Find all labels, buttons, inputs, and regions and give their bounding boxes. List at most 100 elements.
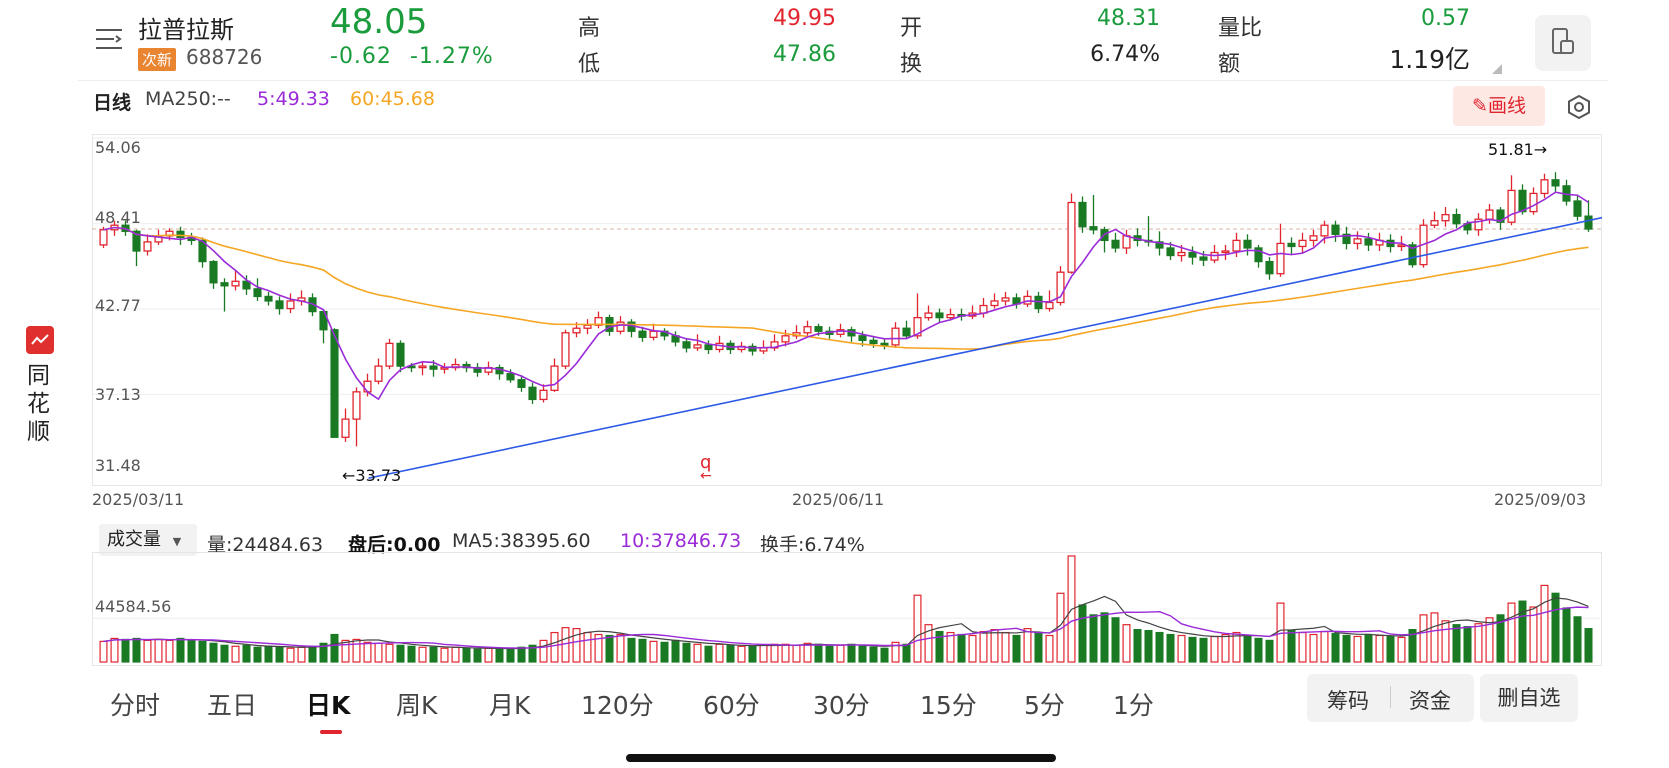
candle-body <box>275 300 284 310</box>
ma60-value: 60:45.68 <box>350 88 435 110</box>
volume-chart[interactable] <box>92 552 1602 666</box>
volume-bar <box>143 639 152 663</box>
volume-bar <box>1584 628 1593 663</box>
change-amount: -0.62 <box>330 44 392 69</box>
candle <box>1122 229 1131 255</box>
volume-bar <box>1408 628 1417 663</box>
volume-bar <box>297 646 306 663</box>
candle <box>1012 293 1021 309</box>
home-indicator[interactable] <box>626 754 1056 762</box>
candle-body <box>1067 201 1076 273</box>
candle <box>330 328 339 438</box>
volume-bar <box>407 645 416 663</box>
trend-line <box>368 216 1602 479</box>
tab-60min[interactable]: 60分 <box>703 691 760 720</box>
candle-body <box>550 365 559 391</box>
vol-y-tick: 44584.56 <box>95 597 172 616</box>
candle <box>495 364 504 380</box>
tab-rik[interactable]: 日K <box>306 691 351 720</box>
candle-body <box>176 230 185 239</box>
volume-bar <box>1463 626 1472 663</box>
candle-body <box>1298 239 1307 248</box>
candle <box>374 358 383 385</box>
funds-button[interactable]: 资金 <box>1409 689 1451 713</box>
chip-button[interactable]: 筹码 <box>1327 689 1369 713</box>
candle <box>231 270 240 291</box>
candle <box>209 260 218 289</box>
volume-bar <box>231 645 240 663</box>
remove-watchlist-button[interactable]: 删自选 <box>1480 674 1578 722</box>
volume-bar <box>1199 637 1208 663</box>
candle-body <box>341 418 350 438</box>
tab-120min[interactable]: 120分 <box>581 691 654 720</box>
menu-icon[interactable] <box>94 26 124 52</box>
candle <box>781 329 790 347</box>
tab-1min[interactable]: 1分 <box>1113 691 1154 720</box>
candle-body <box>1254 247 1263 263</box>
y-tick-1: 54.06 <box>95 138 141 157</box>
volume-bar <box>352 638 361 663</box>
volume-bar <box>1078 604 1087 663</box>
y-tick-2: 48.41 <box>95 208 141 227</box>
candle <box>1276 223 1285 277</box>
candle <box>418 361 427 376</box>
volume-bar <box>484 647 493 663</box>
tab-zhouk[interactable]: 周K <box>396 691 438 720</box>
stock-name: 拉普拉斯 <box>138 16 234 44</box>
landscape-toggle-button[interactable] <box>1535 15 1591 71</box>
tab-wuri[interactable]: 五日 <box>207 691 258 720</box>
tab-fenshi[interactable]: 分时 <box>110 691 161 720</box>
volume-bar <box>451 646 460 663</box>
volume-bar <box>594 633 603 663</box>
candle <box>715 335 724 353</box>
candle <box>990 293 999 309</box>
volume-bar <box>286 647 295 663</box>
candle <box>880 338 889 350</box>
candlestick-chart[interactable] <box>92 134 1602 486</box>
candle <box>693 334 702 351</box>
draw-line-button[interactable]: ✎画线 <box>1453 86 1545 126</box>
candle <box>1485 204 1494 224</box>
volume-bar <box>946 631 955 663</box>
candle-body <box>1155 241 1164 249</box>
candle-body <box>242 280 251 290</box>
candle-body <box>858 335 867 342</box>
candle <box>220 278 229 312</box>
candle-body <box>418 365 427 369</box>
volume-bar <box>847 643 856 663</box>
candle <box>561 329 570 370</box>
candle-body <box>561 332 570 367</box>
candle-body <box>429 365 438 370</box>
tab-15min[interactable]: 15分 <box>920 691 977 720</box>
candle <box>517 375 526 392</box>
volume-bar <box>1287 629 1296 663</box>
volume-bar <box>726 644 735 663</box>
candle <box>770 334 779 351</box>
candle <box>946 308 955 321</box>
volume-bar <box>264 645 273 663</box>
volume-bar <box>275 646 284 663</box>
candle-body <box>1397 244 1406 248</box>
tab-yuek[interactable]: 月K <box>489 691 531 720</box>
volume-bar <box>1540 584 1549 663</box>
volume-bar <box>341 639 350 663</box>
volume-bar <box>924 624 933 663</box>
volume-bar <box>550 631 559 663</box>
indicator-selector[interactable]: 成交量 ▼ <box>99 524 197 556</box>
candle <box>913 293 922 339</box>
date-end: 2025/09/03 <box>1494 490 1587 509</box>
candle <box>803 320 812 336</box>
tab-30min[interactable]: 30分 <box>813 691 870 720</box>
volume-bar <box>1100 612 1109 663</box>
candle-body <box>374 365 383 382</box>
volume-bar <box>616 633 625 663</box>
volume-bar <box>1452 624 1461 663</box>
settings-icon[interactable] <box>1566 94 1592 120</box>
volume-bar <box>1166 633 1175 663</box>
candle <box>660 328 669 341</box>
candle <box>583 319 592 335</box>
candle-body <box>1331 224 1340 235</box>
period-label: 日线 <box>93 92 132 114</box>
tab-5min[interactable]: 5分 <box>1024 691 1065 720</box>
expand-corner-icon[interactable] <box>1492 64 1502 74</box>
